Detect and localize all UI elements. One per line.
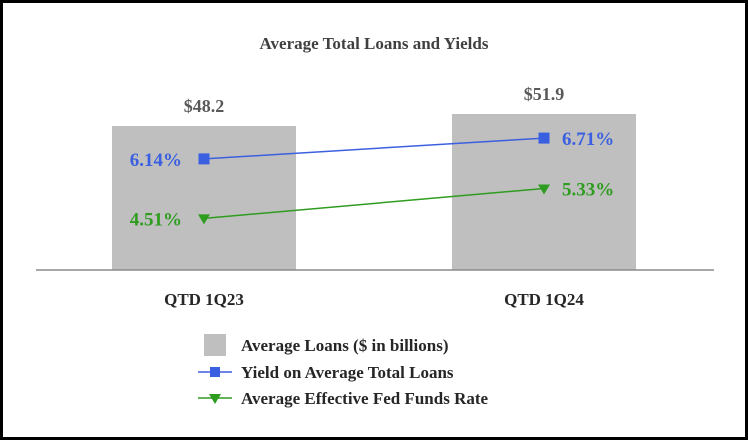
series-data-label: 6.71% [562, 129, 614, 150]
series-data-label: 5.33% [562, 179, 614, 200]
bar-value-label: $51.9 [524, 84, 565, 104]
legend-marker-yield [210, 367, 220, 377]
series-point-fed-funds [538, 184, 550, 195]
series-data-label: 4.51% [130, 209, 182, 230]
legend-label-yield: Yield on Average Total Loans [241, 363, 454, 382]
legend-swatch-loans [204, 334, 226, 356]
series-line-fed-funds [203, 187, 545, 220]
legend-marker-fed-funds [209, 394, 221, 404]
bar-value-label: $48.2 [184, 96, 225, 116]
series-point-yield [198, 153, 210, 165]
x-tick-label: QTD 1Q24 [504, 290, 584, 309]
legend-label-fed-funds: Average Effective Fed Funds Rate [241, 389, 489, 408]
series-data-label: 6.14% [130, 150, 182, 171]
legend-label-loans: Average Loans ($ in billions) [241, 336, 448, 355]
series-line-yield [203, 137, 545, 160]
bar-qtd-1q23 [112, 126, 296, 270]
x-tick-label: QTD 1Q23 [164, 290, 244, 309]
series-point-fed-funds [198, 214, 210, 225]
chart-title: Average Total Loans and Yields [260, 34, 489, 53]
series-point-yield [538, 132, 550, 144]
